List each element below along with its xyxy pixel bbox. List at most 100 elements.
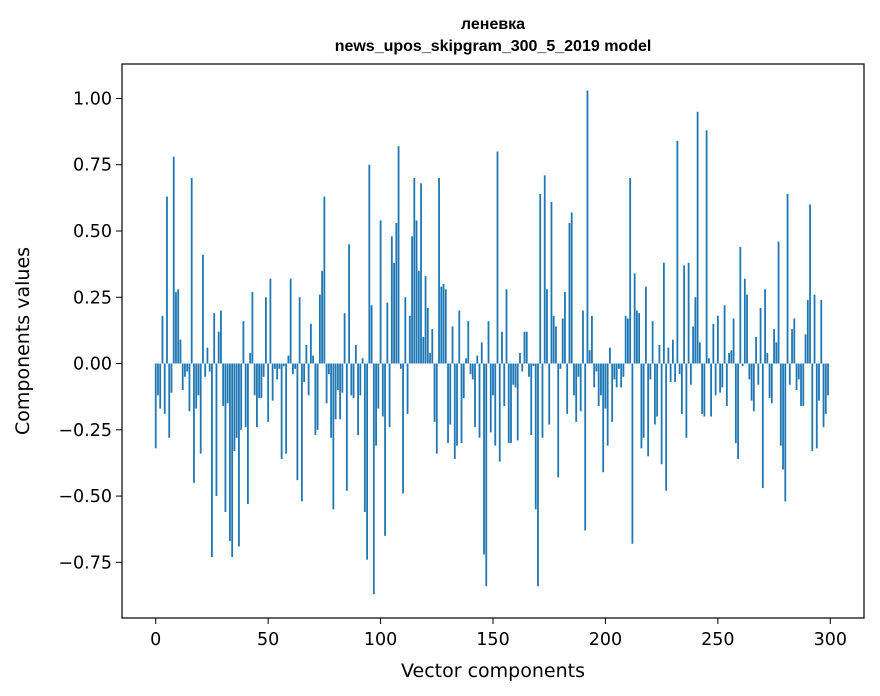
bar-120 <box>424 276 427 364</box>
bar-116 <box>415 220 418 364</box>
bar-146 <box>483 363 485 555</box>
bar-69 <box>309 323 312 364</box>
bar-289 <box>804 334 807 364</box>
bar-238 <box>689 363 692 385</box>
bar-108 <box>397 146 400 364</box>
bar-9 <box>175 291 177 364</box>
y-axis-label: Components values <box>12 247 34 435</box>
bar-138 <box>465 358 467 364</box>
bar-299 <box>827 363 829 396</box>
bar-278 <box>779 363 782 446</box>
bar-57 <box>282 363 285 367</box>
bar-65 <box>300 363 303 502</box>
bar-105 <box>390 236 393 364</box>
bar-290 <box>806 299 809 364</box>
bar-204 <box>613 363 616 380</box>
bar-60 <box>289 278 292 364</box>
bar-231 <box>674 363 677 383</box>
bar-270 <box>761 363 764 489</box>
bar-150 <box>492 363 494 396</box>
bar-262 <box>743 278 746 364</box>
bar-132 <box>451 326 454 364</box>
bar-192 <box>586 90 589 364</box>
bar-98 <box>375 363 377 446</box>
bar-237 <box>687 262 690 364</box>
bar-99 <box>377 363 380 409</box>
bar-239 <box>692 326 695 364</box>
bar-269 <box>759 307 762 364</box>
bar-95 <box>368 164 371 364</box>
bar-264 <box>748 363 751 380</box>
bar-16 <box>190 177 193 364</box>
bar-17 <box>193 363 195 483</box>
bar-111 <box>404 297 407 364</box>
bar-72 <box>316 363 319 430</box>
bar-84 <box>343 313 346 364</box>
bar-89 <box>354 344 357 364</box>
bar-256 <box>730 350 733 364</box>
bar-124 <box>433 363 436 422</box>
y-tick-label: 1.00 <box>73 89 112 109</box>
bar-169 <box>534 363 537 510</box>
bar-2 <box>159 363 162 409</box>
bar-162 <box>519 352 521 364</box>
bar-187 <box>575 363 578 422</box>
x-tick-label: 0 <box>150 630 161 650</box>
bar-191 <box>584 363 587 531</box>
bar-56 <box>280 363 283 459</box>
bar-223 <box>656 363 659 417</box>
y-tick-label: −0.25 <box>58 421 112 441</box>
bar-166 <box>528 363 530 377</box>
bar-161 <box>516 363 519 441</box>
bar-179 <box>557 363 560 478</box>
bar-212 <box>631 363 634 544</box>
bar-66 <box>303 363 306 383</box>
bar-293 <box>813 294 816 364</box>
bar-102 <box>384 363 386 536</box>
bar-172 <box>541 363 544 438</box>
bar-152 <box>496 151 499 364</box>
bar-185 <box>570 212 573 364</box>
bar-93 <box>363 363 366 512</box>
bar-234 <box>680 363 683 414</box>
bar-165 <box>525 331 528 364</box>
bar-153 <box>498 363 501 462</box>
bar-177 <box>552 315 555 364</box>
bar-170 <box>537 363 539 587</box>
bar-261 <box>741 363 744 367</box>
bar-219 <box>647 363 650 457</box>
bar-81 <box>336 363 339 391</box>
bar-104 <box>388 363 391 428</box>
bar-193 <box>588 350 591 364</box>
bar-285 <box>795 363 798 391</box>
bar-243 <box>701 363 704 414</box>
bar-215 <box>638 313 641 364</box>
bar-154 <box>501 331 503 364</box>
x-tick-label: 300 <box>814 630 847 650</box>
bar-135 <box>458 310 461 364</box>
bar-134 <box>456 363 458 446</box>
bar-34 <box>231 363 234 558</box>
bar-280 <box>784 363 787 502</box>
bar-147 <box>485 363 488 587</box>
bar-224 <box>658 344 661 364</box>
bar-6 <box>168 363 171 438</box>
bar-75 <box>323 196 326 364</box>
bar-38 <box>240 363 243 430</box>
bar-149 <box>489 363 492 433</box>
bar-157 <box>507 363 510 444</box>
bar-74 <box>321 270 324 364</box>
bar-115 <box>413 177 416 364</box>
bar-258 <box>734 363 737 444</box>
bar-28 <box>217 331 220 364</box>
bar-4 <box>163 363 166 414</box>
bar-277 <box>777 241 780 364</box>
bar-3 <box>161 315 164 364</box>
bar-58 <box>285 363 288 454</box>
bar-8 <box>172 156 175 364</box>
bar-252 <box>721 363 724 388</box>
bar-series <box>154 90 829 595</box>
bar-54 <box>276 363 279 380</box>
bar-103 <box>386 302 389 364</box>
bar-61 <box>291 363 294 375</box>
